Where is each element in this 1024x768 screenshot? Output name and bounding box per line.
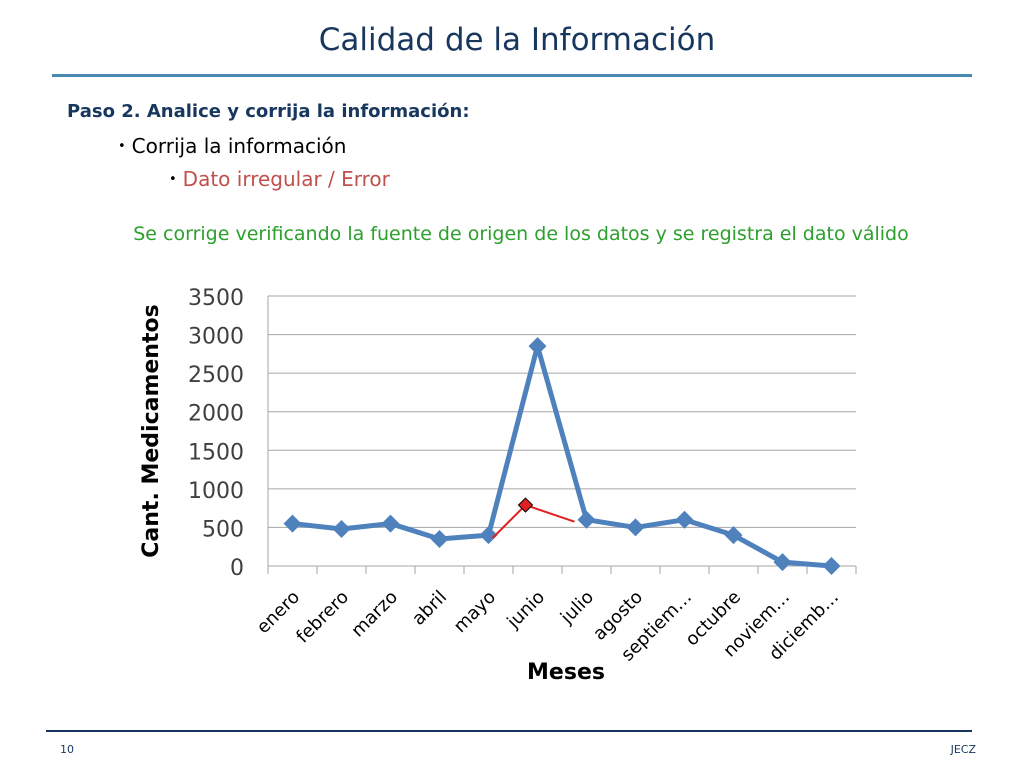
data-point: [822, 557, 841, 575]
bullet-item-correct: • Corrija la información: [118, 134, 346, 158]
data-point: [283, 514, 302, 533]
data-point: [577, 510, 596, 529]
y-tick-label: 500: [202, 517, 244, 542]
y-tick-label: 3000: [188, 325, 244, 350]
bullet-item-error: • Dato irregular / Error: [169, 167, 390, 191]
footer-author: JECZ: [950, 743, 976, 756]
data-point: [528, 337, 547, 356]
data-point: [724, 526, 743, 545]
y-tick-label: 2000: [188, 402, 244, 427]
bullet-icon: •: [169, 172, 177, 187]
data-point: [479, 526, 498, 545]
correction-note: Se corrige verificando la fuente de orig…: [133, 223, 909, 245]
y-tick-label: 0: [230, 556, 244, 581]
bullet-text: Dato irregular / Error: [182, 167, 390, 191]
footer-divider: [46, 730, 972, 732]
data-point: [381, 514, 400, 533]
page-number: 10: [60, 743, 74, 756]
y-axis-title: Cant. Medicamentos: [139, 304, 164, 557]
x-tick-label: mayo: [450, 587, 500, 637]
title-divider: [52, 74, 972, 77]
x-tick-label: febrero: [292, 587, 353, 648]
corrected-data-point: [517, 497, 534, 513]
y-tick-label: 2500: [188, 363, 244, 388]
y-tick-label: 1500: [188, 440, 244, 465]
slide-title: Calidad de la Información: [318, 22, 716, 58]
y-tick-label: 1000: [188, 479, 244, 504]
x-axis-title: Meses: [527, 660, 605, 685]
correction-line: [491, 503, 575, 539]
bullet-text: Corrija la información: [131, 134, 347, 158]
data-point: [430, 530, 449, 548]
data-point: [675, 510, 694, 529]
x-tick-label: marzo: [347, 587, 402, 642]
data-point: [773, 553, 792, 572]
x-tick-label: abril: [408, 587, 451, 630]
x-tick-label: julio: [556, 587, 598, 629]
bullet-icon: •: [118, 139, 126, 154]
data-point: [626, 518, 645, 537]
data-point: [332, 519, 351, 538]
step-heading: Paso 2. Analice y corrija la información…: [67, 101, 470, 122]
x-tick-label: junio: [502, 587, 549, 634]
series-line: [292, 343, 832, 569]
y-tick-label: 3500: [188, 286, 244, 311]
